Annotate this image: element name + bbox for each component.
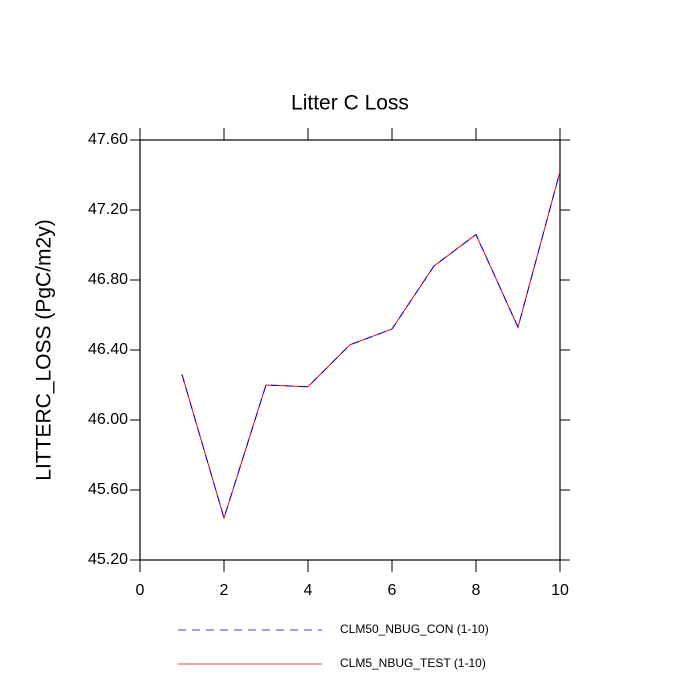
chart-title: Litter C Loss [291,92,409,115]
plot-frame [139,139,561,561]
series-line [181,171,561,520]
x-tick-label: 4 [304,582,313,599]
y-tick-label: 46.40 [88,341,128,358]
legend-label: CLM5_NBUG_TEST (1-10) [340,656,486,670]
y-tick-label: 46.80 [88,271,128,288]
x-tick-label: 10 [551,582,569,599]
y-tick-label: 47.20 [88,201,128,218]
legend-label: CLM50_NBUG_CON (1-10) [340,622,489,636]
x-tick-label: 8 [472,582,481,599]
y-tick-label: 47.60 [88,131,128,148]
y-axis-label: LITTERC_LOSS (PgC/m2y) [33,219,56,480]
x-tick-label: 0 [136,582,145,599]
x-tick-label: 6 [388,582,397,599]
y-tick-label: 45.20 [88,551,128,568]
series-line [181,171,561,520]
x-tick-label: 2 [220,582,229,599]
y-tick-label: 45.60 [88,481,128,498]
y-tick-label: 46.00 [88,411,128,428]
